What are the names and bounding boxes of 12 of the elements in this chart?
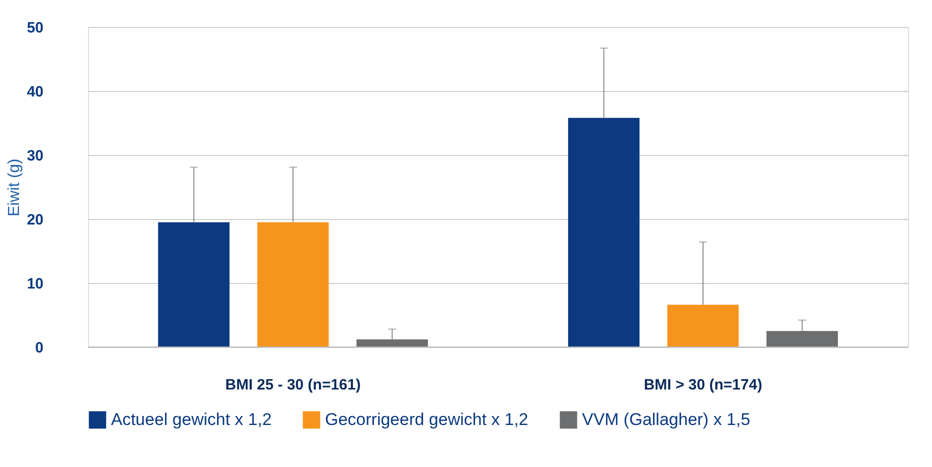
y-tick-label: 30 bbox=[26, 148, 44, 164]
legend-label: VVM (Gallagher) x 1,5 bbox=[582, 410, 750, 429]
y-tick-label: 50 bbox=[26, 20, 44, 36]
y-tick-label: 0 bbox=[35, 340, 44, 356]
x-tick-label: BMI > 30 (n=174) bbox=[644, 376, 762, 394]
y-tick-label: 20 bbox=[26, 212, 44, 228]
y-axis-title: Eiwit (g) bbox=[6, 158, 23, 216]
y-tick-label: 40 bbox=[26, 84, 44, 100]
legend-label: Actueel gewicht x 1,2 bbox=[111, 410, 272, 429]
y-tick-label: 10 bbox=[26, 276, 44, 292]
x-tick-label: BMI 25 - 30 (n=161) bbox=[225, 376, 361, 394]
legend-label: Gecorrigeerd gewicht x 1,2 bbox=[325, 410, 528, 429]
